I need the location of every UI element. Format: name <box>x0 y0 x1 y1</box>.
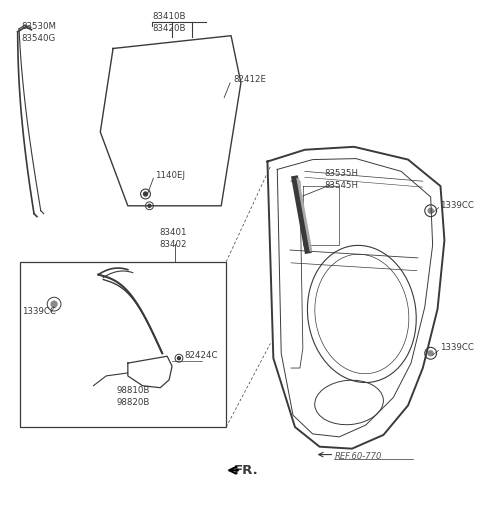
Text: 83401
83402: 83401 83402 <box>159 228 187 249</box>
Text: 1140EJ: 1140EJ <box>156 171 185 180</box>
Text: 83410B
83420B: 83410B 83420B <box>153 12 186 33</box>
Circle shape <box>51 301 57 307</box>
Text: FR.: FR. <box>234 465 259 477</box>
Circle shape <box>428 351 433 356</box>
Circle shape <box>428 208 433 213</box>
Circle shape <box>148 205 151 207</box>
Circle shape <box>144 192 147 196</box>
Text: REF.60-770: REF.60-770 <box>334 451 382 461</box>
Text: 83535H
83545H: 83535H 83545H <box>324 169 359 190</box>
Text: 83530M
83540G: 83530M 83540G <box>22 22 57 43</box>
Text: 1339CC: 1339CC <box>441 343 474 352</box>
Text: 1339CC: 1339CC <box>22 307 56 316</box>
Text: 82424C: 82424C <box>185 351 218 361</box>
Text: 1339CC: 1339CC <box>441 201 474 210</box>
Circle shape <box>178 357 180 360</box>
Text: 82412E: 82412E <box>233 75 266 84</box>
Text: 98810B
98820B: 98810B 98820B <box>116 386 149 407</box>
